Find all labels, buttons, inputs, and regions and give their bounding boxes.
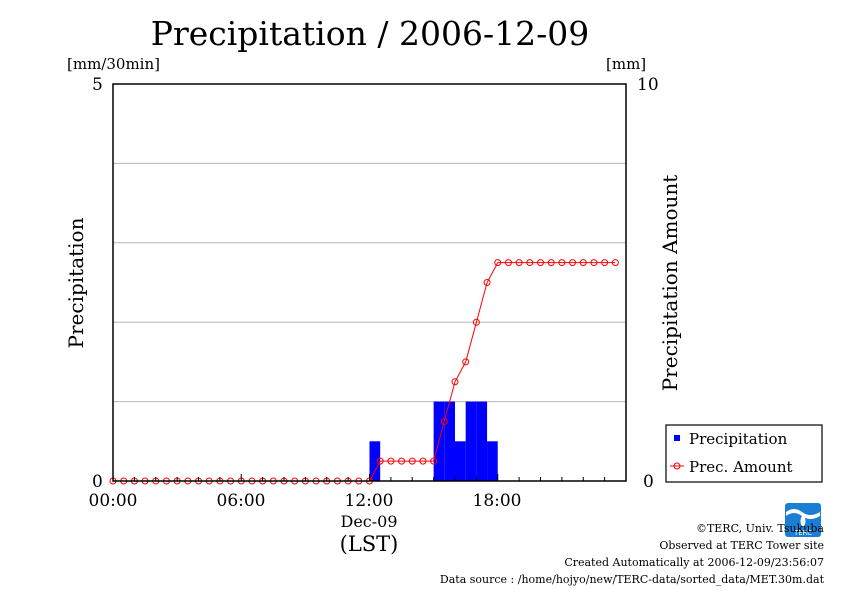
- legend: [665, 424, 823, 483]
- legend-precipitation-swatch: [674, 435, 680, 441]
- precipitation-bar: [369, 441, 381, 481]
- amount-point: [515, 259, 523, 267]
- x-tick-label-1800: 18:00: [472, 491, 522, 511]
- legend-amount-label: Prec. Amount: [689, 458, 793, 476]
- left-axis-unit: [mm/30min]: [67, 55, 160, 73]
- credit-created: Created Automatically at 2006-12-09/23:5…: [564, 556, 824, 569]
- amount-line: [113, 262, 616, 482]
- terc-logo: TERC: [785, 503, 821, 537]
- legend-amount-swatch-marker: [673, 462, 681, 470]
- grid-lines: [113, 162, 626, 403]
- amount-point: [611, 259, 619, 267]
- x-tick-label-0000: 00:00: [88, 491, 138, 511]
- logo-drop: [800, 514, 806, 527]
- amount-point: [408, 457, 416, 465]
- x-axis-label: (LST): [339, 532, 399, 556]
- precipitation-bars: [369, 401, 498, 481]
- amount-point: [376, 457, 384, 465]
- left-tick-min: 0: [92, 472, 103, 492]
- right-tick-max: 10: [637, 75, 659, 95]
- axis-ticks: [112, 474, 627, 481]
- logo-text: TERC: [793, 529, 812, 537]
- amount-point: [579, 259, 587, 267]
- amount-point: [569, 259, 577, 267]
- right-axis-unit: [mm]: [606, 55, 647, 73]
- legend-box: [665, 424, 823, 483]
- credit-source: Data source : /home/hojyo/new/TERC-data/…: [439, 573, 824, 586]
- left-axis-label: Precipitation: [64, 217, 88, 349]
- amount-point: [558, 259, 566, 267]
- x-tick-label-1200: 12:00: [344, 491, 394, 511]
- amount-point: [451, 378, 459, 386]
- precipitation-bar: [487, 441, 498, 481]
- left-tick-max: 5: [92, 75, 103, 95]
- amount-line-layer: [109, 259, 619, 485]
- plot-frame: [112, 83, 627, 482]
- precipitation-bar: [465, 401, 477, 481]
- amount-point: [601, 259, 609, 267]
- amount-point: [547, 259, 555, 267]
- amount-point: [462, 358, 470, 366]
- credit-copyright: ©TERC, Univ. Tsukuba: [695, 522, 824, 535]
- x-date-label: Dec-09: [340, 512, 398, 531]
- amount-point: [537, 259, 544, 267]
- chart-title: Precipitation / 2006-12-09: [150, 14, 590, 53]
- amount-point: [483, 279, 491, 286]
- precipitation-bar: [476, 401, 488, 481]
- amount-point: [526, 259, 534, 267]
- credit-observed: Observed at TERC Tower site: [659, 539, 824, 552]
- amount-point: [472, 318, 480, 326]
- x-tick-label-0600: 06:00: [216, 491, 266, 511]
- amount-point: [419, 457, 427, 465]
- precipitation-bar: [444, 401, 455, 481]
- amount-point: [504, 259, 512, 267]
- amount-point: [430, 457, 438, 465]
- right-tick-min: 0: [643, 472, 654, 492]
- right-axis-label: Precipitation Amount: [658, 174, 682, 392]
- legend-precipitation-label: Precipitation: [689, 430, 788, 448]
- amount-point: [440, 417, 448, 425]
- amount-point: [494, 259, 502, 267]
- precipitation-bar: [455, 441, 466, 481]
- amount-point: [398, 457, 406, 465]
- amount-point: [387, 457, 395, 465]
- amount-point: [590, 259, 598, 267]
